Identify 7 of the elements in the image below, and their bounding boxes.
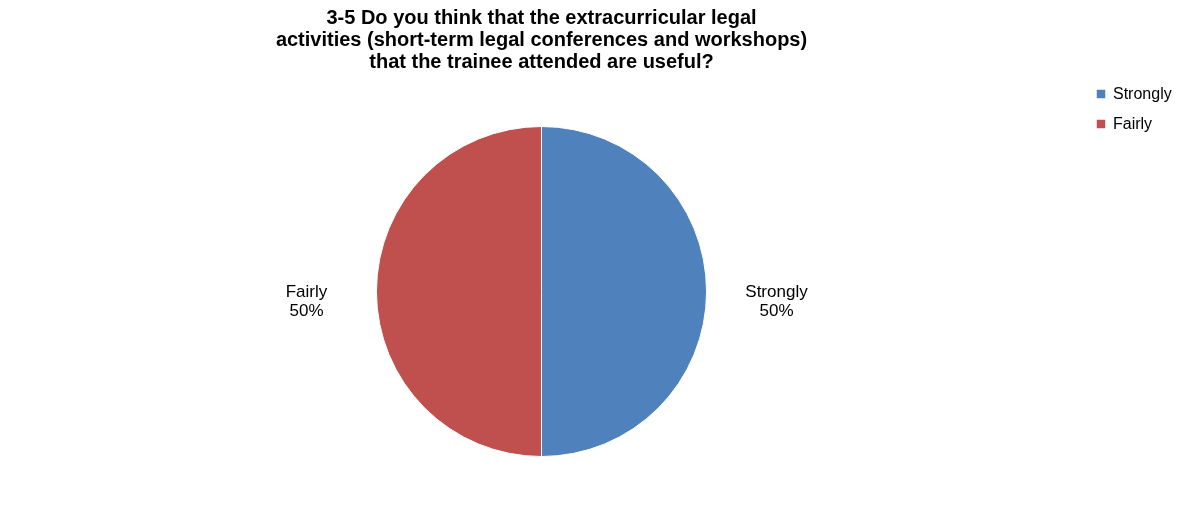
- slice-label: Fairly: [285, 281, 328, 301]
- legend-label: Fairly: [1113, 115, 1153, 132]
- data-label: 50%: [759, 300, 794, 320]
- legend-label: Strongly: [1113, 85, 1172, 102]
- slice-label: Strongly: [745, 281, 809, 301]
- chart-title: 3-5 Do you think that the extracurricular legal activities (short-term legal conferences and workshops) that the trainee attended are useful?: [275, 6, 808, 72]
- data-label: 50%: [289, 300, 324, 320]
